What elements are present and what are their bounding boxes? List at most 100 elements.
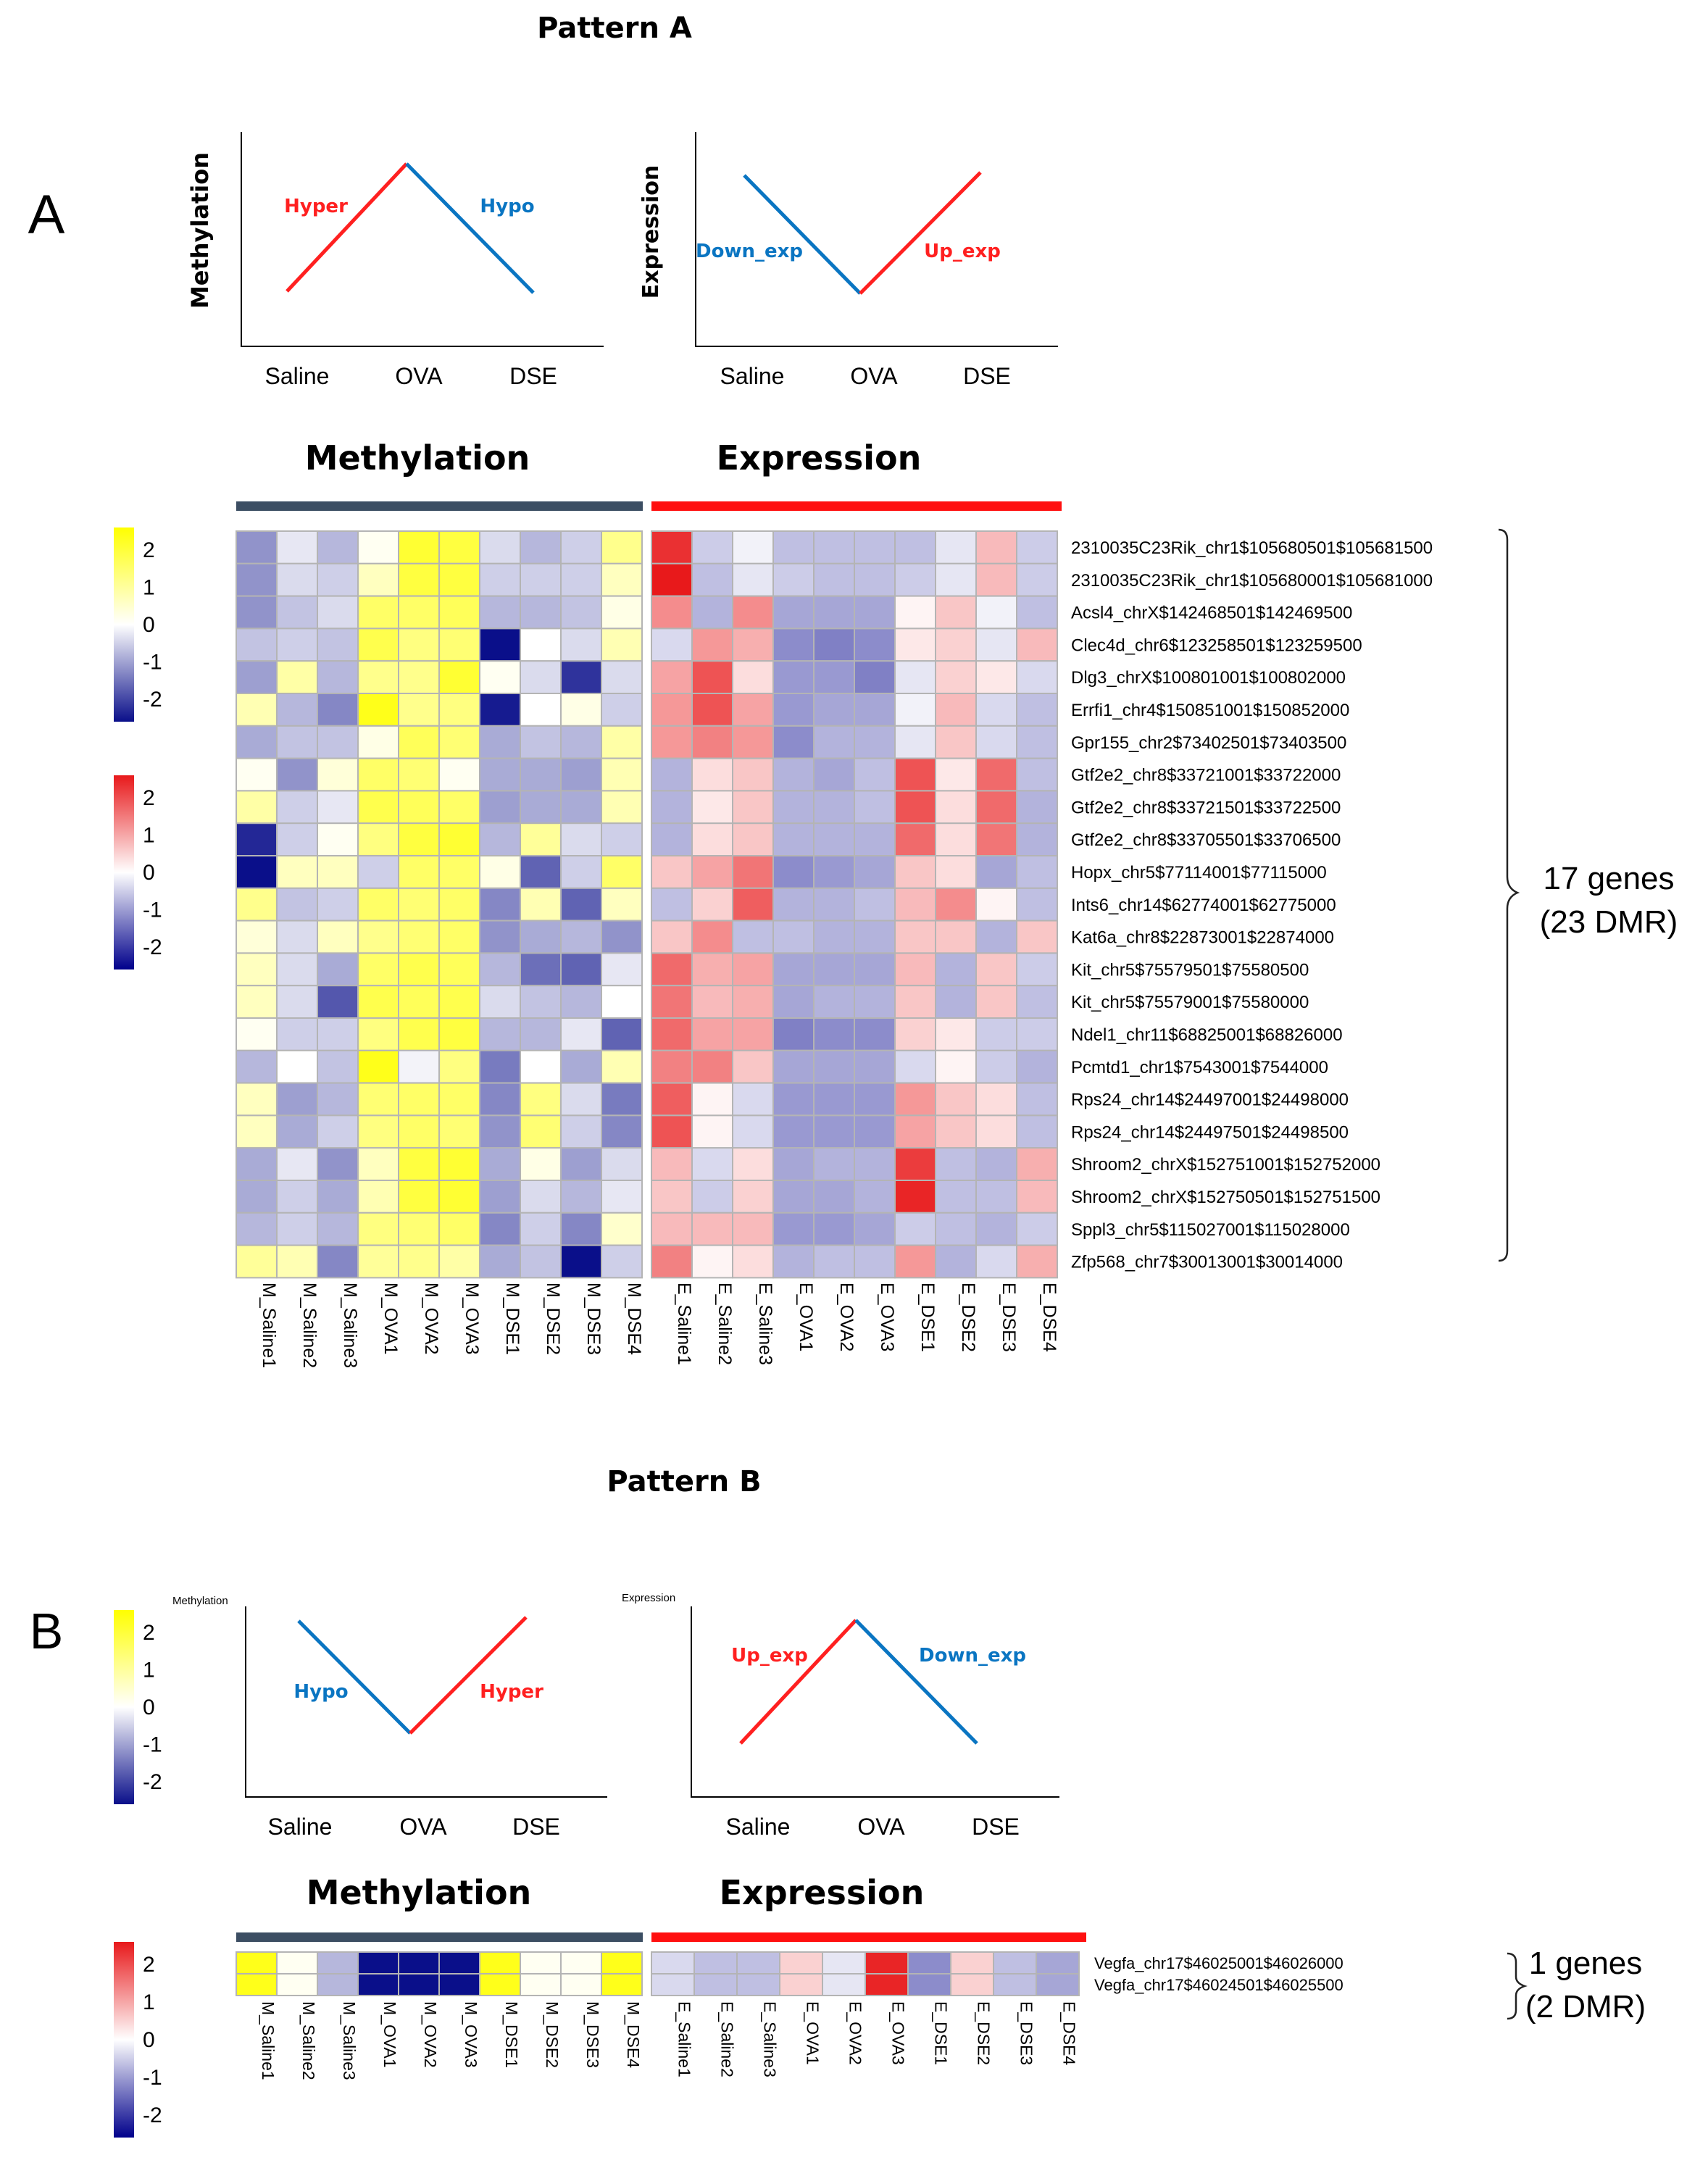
methylation-cell: [357, 1049, 399, 1084]
methylation-cell: [398, 562, 440, 597]
methylation-cell: [438, 1114, 480, 1149]
methylation-cell: [438, 1244, 480, 1279]
expression-cell: [813, 1180, 855, 1214]
methylation-cell: [398, 1973, 440, 1996]
expression-cell: [691, 757, 733, 792]
methylation-cell: [601, 627, 643, 662]
methylation-cell: [357, 1147, 399, 1181]
row-label: Acsl4_chrX$142468501$142469500: [1071, 604, 1352, 623]
expression-cell: [691, 1114, 733, 1149]
expression-cell: [975, 1082, 1017, 1117]
expression-cell: [950, 1973, 994, 1996]
expression-cell: [854, 790, 896, 825]
expression-cell: [894, 855, 936, 889]
methylation-cell: [398, 725, 440, 759]
expression-cell: [894, 790, 936, 825]
methylation-cell: [520, 1973, 562, 1996]
methylation-cell: [398, 1147, 440, 1181]
expression-axis-label: Expression: [622, 1592, 675, 1604]
expression-cell: [854, 887, 896, 922]
methylation-cell: [357, 887, 399, 922]
methylation-cell: [317, 725, 359, 759]
expression-cell: [935, 1114, 977, 1149]
methylation-cell: [520, 1049, 562, 1084]
methylation-cell: [601, 1180, 643, 1214]
methylation-cell: [438, 1049, 480, 1084]
methylation-cell: [601, 1951, 643, 1975]
row-label: Errfi1_chr4$150851001$150852000: [1071, 701, 1349, 720]
expression-cell: [691, 693, 733, 727]
methylation-cell: [560, 1114, 602, 1149]
expression-cell: [935, 530, 977, 564]
expression-cell: [813, 855, 855, 889]
color-scale-bar: [114, 775, 134, 970]
column-label: M_OVA2: [421, 1283, 441, 1355]
methylation-cell: [520, 757, 562, 792]
expression-cell: [1016, 660, 1058, 695]
expression-cell: [935, 660, 977, 695]
expression-cell: [975, 530, 1017, 564]
expression-cell: [854, 530, 896, 564]
expression-cell: [854, 822, 896, 856]
expression-cell: [732, 693, 774, 727]
row-label: Zfp568_chr7$30013001$30014000: [1071, 1253, 1343, 1272]
expression-cell: [813, 725, 855, 759]
expression-cell: [854, 1017, 896, 1051]
color-scale-bar: [114, 1610, 134, 1804]
methylation-cell: [560, 627, 602, 662]
expression-cell: [772, 855, 815, 889]
methylation-cell: [601, 1212, 643, 1246]
scale-tick-label: 2: [143, 538, 155, 562]
expression-cell: [691, 1082, 733, 1117]
expression-cell: [993, 1951, 1037, 1975]
expression-cell: [693, 1951, 738, 1975]
methylation-cell: [438, 1951, 480, 1975]
column-label: M_Saline3: [340, 1283, 360, 1368]
expression-cell: [772, 693, 815, 727]
methylation-cell: [601, 952, 643, 987]
expression-cell: [1016, 887, 1058, 922]
methylation-cell: [398, 822, 440, 856]
methylation-cell: [317, 627, 359, 662]
methylation-cell: [479, 530, 521, 564]
methylation-cell: [276, 693, 318, 727]
expression-cell: [691, 1212, 733, 1246]
column-label: E_DSE1: [932, 2001, 951, 2065]
scale-tick-label: 1: [143, 575, 155, 599]
methylation-cell: [560, 1180, 602, 1214]
methylation-cell: [438, 920, 480, 954]
methylation-cell: [560, 1049, 602, 1084]
scale-tick-label: 0: [143, 2028, 155, 2052]
methylation-cell: [479, 1244, 521, 1279]
methylation-cell: [357, 1114, 399, 1149]
expression-cell: [935, 790, 977, 825]
methylation-cell: [236, 887, 278, 922]
expression-cell: [1016, 1244, 1058, 1279]
row-label: Kit_chr5$75579001$75580000: [1071, 993, 1309, 1012]
column-label: M_DSE1: [502, 1283, 522, 1355]
ova-label: OVA: [850, 363, 898, 389]
expression-cell: [854, 952, 896, 987]
expression-cell: [691, 920, 733, 954]
methylation-cell: [357, 725, 399, 759]
expression-cell: [822, 1973, 866, 1996]
expression-cell: [894, 1244, 936, 1279]
row-label: Gtf2e2_chr8$33705501$33706500: [1071, 830, 1341, 850]
expression-cell: [854, 725, 896, 759]
expression-cell: [691, 855, 733, 889]
expression-cell: [975, 1049, 1017, 1084]
dse-label: DSE: [963, 363, 1011, 389]
column-label: M_Saline1: [259, 1283, 279, 1368]
scale-tick-label: -2: [143, 935, 162, 959]
methylation-cell: [276, 1049, 318, 1084]
scale-tick-label: -2: [143, 688, 162, 712]
saline-label: Saline: [720, 363, 785, 389]
expression-cell: [691, 822, 733, 856]
expression-cell: [1016, 530, 1058, 564]
methylation-cell: [317, 985, 359, 1019]
row-label: Dlg3_chrX$100801001$100802000: [1071, 668, 1346, 688]
methylation-cell: [560, 757, 602, 792]
expression-cell: [651, 1180, 693, 1214]
methylation-cell: [236, 1147, 278, 1181]
methylation-cell: [357, 757, 399, 792]
